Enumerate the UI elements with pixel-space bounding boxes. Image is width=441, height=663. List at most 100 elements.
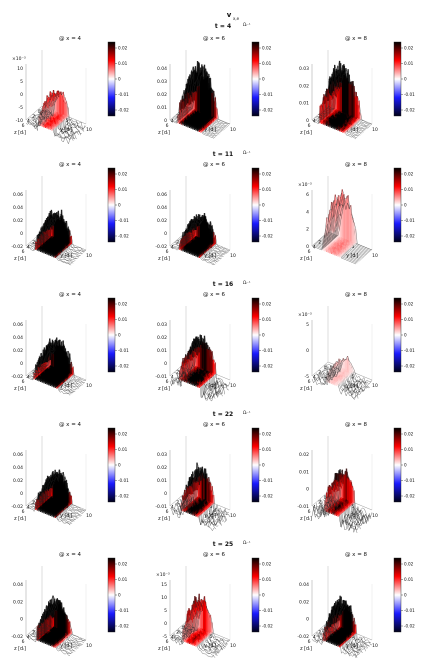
colorbar <box>251 297 260 373</box>
z-tick-label: 0.04 <box>157 205 167 211</box>
colorbar-tick-label: 0.02 <box>262 562 272 567</box>
time-unit: Ωᵢ⁻¹ <box>243 150 251 155</box>
colorbar-tick-label: 0 <box>262 203 265 208</box>
z-tick-label: 0 <box>20 617 23 623</box>
colorbar-tick-label: -0.02 <box>262 234 273 239</box>
colorbar-tick-label: -0.02 <box>262 108 273 113</box>
x-axis-label: z [dᵢ] <box>158 256 170 262</box>
z-tick-label: 0 <box>164 231 167 237</box>
z-tick-label: 0 <box>20 92 23 98</box>
x-tick-label: 6 <box>22 123 25 129</box>
surface-mesh-line <box>324 599 369 646</box>
y-tick-label: 10 <box>86 127 92 133</box>
colorbar <box>107 427 116 503</box>
z-tick-label: 0.01 <box>157 348 167 354</box>
z-tick-label: 0.03 <box>157 322 167 328</box>
colorbar-tick-label: -0.02 <box>118 234 129 239</box>
colorbar-tick-label: -0.01 <box>404 92 415 97</box>
panel-label: @ x = 8 <box>345 292 368 298</box>
x-tick-label: 0 <box>38 109 41 115</box>
y-axis-label: y [dᵢ] <box>60 127 72 133</box>
surface-mesh-line <box>41 339 87 381</box>
surface-panel: @ x = 40.060.040.020-0.026420z [dᵢ]0510y… <box>11 292 129 396</box>
x-axis-label: z [dᵢ] <box>158 386 170 392</box>
colorbar-tick-label: -0.02 <box>404 624 415 629</box>
colorbar-tick-label: 0.01 <box>404 447 414 452</box>
surface-mesh-line <box>41 602 87 641</box>
time-unit: Ωᵢ⁻¹ <box>243 280 251 285</box>
colorbar-tick-label: -0.01 <box>404 608 415 613</box>
colorbar-tick-label: 0.02 <box>262 46 272 51</box>
colorbar-tick-label: -0.01 <box>404 478 415 483</box>
panel-label: @ x = 6 <box>203 162 226 168</box>
x-tick-label: 4 <box>27 634 30 640</box>
y-axis-label: y [dᵢ] <box>346 383 358 389</box>
z-tick-label: 2 <box>306 227 309 233</box>
x-axis-line <box>169 621 187 637</box>
y-tick-label: 0 <box>330 365 333 371</box>
colorbar-tick-label: 0.01 <box>262 61 272 66</box>
colorbar <box>251 427 260 503</box>
colorbar <box>393 41 402 117</box>
colorbar-tick-label: 0.01 <box>118 447 128 452</box>
z-tick-label: 0 <box>164 491 167 497</box>
panel-label: @ x = 8 <box>345 162 368 168</box>
time-unit: Ωᵢ⁻¹ <box>243 540 251 545</box>
colorbar-tick-label: 0.01 <box>262 317 272 322</box>
x-tick-label: 6 <box>166 379 169 385</box>
y-tick-label: 10 <box>372 513 378 519</box>
x-tick-label: 6 <box>22 379 25 385</box>
colorbar-tick-label: -0.01 <box>404 218 415 223</box>
panel-label: @ x = 6 <box>203 422 226 428</box>
panel-label: @ x = 8 <box>345 422 368 428</box>
surface-mesh-line <box>327 67 373 125</box>
colorbar-tick-label: 0.01 <box>262 447 272 452</box>
x-tick-label: 2 <box>318 370 321 376</box>
surface-mesh-line <box>327 473 373 520</box>
colorbar-tick-label: 0.02 <box>118 562 128 567</box>
y-tick-label: 10 <box>86 383 92 389</box>
time-unit: Ωᵢ⁻¹ <box>243 410 251 415</box>
colorbar-tick-label: -0.02 <box>404 234 415 239</box>
z-tick-label: 0.02 <box>157 335 167 341</box>
z-tick-label: 0.04 <box>13 335 23 341</box>
z-tick-label: 5 <box>20 79 23 85</box>
x-axis-label: z [dᵢ] <box>158 646 170 652</box>
colorbar-tick-label: 0.01 <box>118 317 128 322</box>
z-tick-label: -5 <box>305 374 310 380</box>
z-tick-label: 0 <box>306 118 309 124</box>
x-tick-label: 2 <box>176 500 179 506</box>
z-tick-label: 0.06 <box>157 192 167 198</box>
surface-panel: @ x = 40.060.040.020-0.026420z [dᵢ]0510y… <box>11 422 129 526</box>
x-tick-label: 6 <box>166 509 169 515</box>
colorbar-tick-label: 0.01 <box>404 317 414 322</box>
x-tick-label: 2 <box>32 630 35 636</box>
colorbar-tick-label: 0 <box>118 593 121 598</box>
x-tick-label: 2 <box>176 370 179 376</box>
colorbar-tick-label: -0.02 <box>404 494 415 499</box>
colorbar-tick-label: -0.01 <box>118 478 129 483</box>
colorbar-tick-label: 0 <box>404 463 407 468</box>
x-tick-label: 0 <box>324 365 327 371</box>
x-tick-label: 6 <box>308 123 311 129</box>
z-tick-label: 0 <box>20 231 23 237</box>
x-tick-label: 2 <box>32 500 35 506</box>
z-tick-label: 0.06 <box>13 192 23 198</box>
colorbar-tick-label: 0 <box>118 463 121 468</box>
colorbar <box>107 167 116 243</box>
z-tick-label: 0.02 <box>299 452 309 458</box>
y-tick-label: 5 <box>352 634 355 640</box>
x-tick-label: 6 <box>22 509 25 515</box>
colorbar-tick-label: -0.01 <box>262 608 273 613</box>
y-axis-label: y [dᵢ] <box>204 643 216 649</box>
x-tick-label: 6 <box>22 249 25 255</box>
z-tick-label: -0.01 <box>155 374 167 380</box>
x-axis-label: z [dᵢ] <box>14 646 26 652</box>
z-tick-label: 0.01 <box>157 105 167 111</box>
x-tick-label: 2 <box>318 500 321 506</box>
surface-mesh-line <box>41 91 87 130</box>
y-axis-label: y [dᵢ] <box>204 253 216 259</box>
